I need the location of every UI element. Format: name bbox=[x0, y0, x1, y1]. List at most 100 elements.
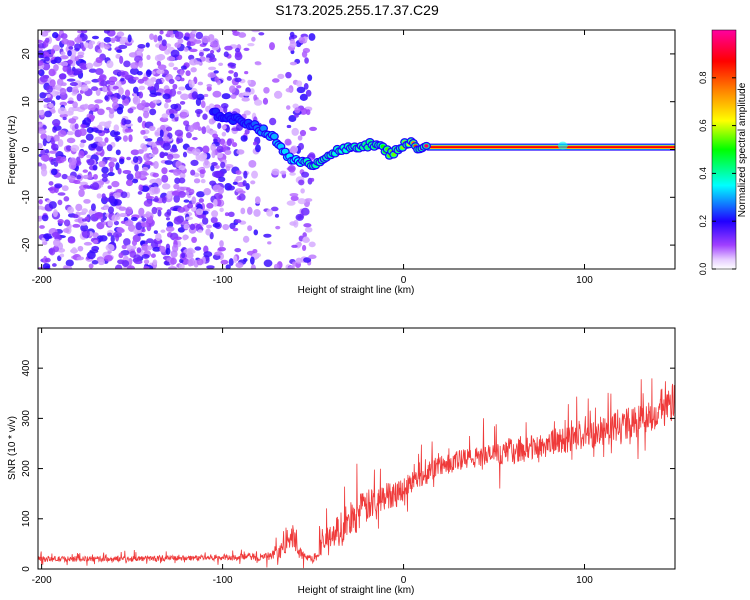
spectrogram-cell bbox=[213, 138, 218, 143]
spectrogram-cell bbox=[235, 262, 244, 269]
spectrogram-cell bbox=[183, 199, 190, 203]
spectrogram-cell bbox=[197, 81, 204, 86]
spectrogram-cell bbox=[88, 173, 93, 180]
spectrogram-cell bbox=[94, 211, 104, 219]
spectrogram-cell bbox=[298, 142, 304, 151]
spectrogram-cell bbox=[171, 190, 180, 196]
spectrogram-cell bbox=[201, 210, 209, 215]
spectrogram-cell bbox=[220, 103, 229, 109]
spectrogram-cell bbox=[212, 90, 222, 98]
spectrogram-cell bbox=[111, 97, 119, 103]
spectrogram-cell bbox=[226, 185, 236, 191]
colorbar: 0.0 0.2 0.4 0.6 0.8 Normalized spectral ampl… bbox=[698, 29, 748, 275]
spectrogram-cell bbox=[57, 192, 66, 196]
spectrogram-cell bbox=[232, 227, 239, 232]
spectrogram-ridge-blob-mid bbox=[271, 133, 278, 140]
spectrogram-cell bbox=[67, 206, 75, 214]
spectrogram-cell bbox=[196, 191, 205, 198]
spectrogram-cell bbox=[217, 186, 225, 195]
spectrogram-cell bbox=[174, 129, 184, 137]
spectrogram-cell bbox=[42, 263, 51, 269]
spectrogram-cell bbox=[274, 213, 279, 218]
spectrogram-cell bbox=[166, 56, 176, 62]
snr-y-tick-label: 400 bbox=[21, 359, 32, 376]
spectrogram-cell bbox=[119, 213, 128, 218]
spectrogram-ridge-blob bbox=[557, 141, 568, 150]
spectrogram-cell bbox=[234, 77, 242, 83]
spectrogram-cell bbox=[66, 137, 76, 144]
spectrogram-cell bbox=[129, 245, 137, 250]
spectrogram-cell bbox=[224, 212, 230, 217]
spectrogram-cell bbox=[111, 101, 119, 110]
spectrogram-cell bbox=[79, 62, 88, 69]
spectrogram-cell bbox=[250, 180, 256, 185]
spectrogram-cell bbox=[98, 160, 106, 168]
spectrogram-cell bbox=[43, 233, 52, 240]
spectrogram-cell bbox=[66, 78, 76, 82]
spectrogram-cell bbox=[38, 129, 47, 135]
spectrogram-cell bbox=[110, 37, 117, 42]
spectrogram-cell bbox=[289, 61, 298, 66]
spectrogram-cell bbox=[233, 255, 238, 263]
spectrogram-cell bbox=[298, 179, 305, 186]
spectrogram-cell bbox=[304, 226, 313, 233]
spectrogram-cell bbox=[244, 70, 249, 75]
spectrogram-cell bbox=[103, 30, 110, 34]
spectrogram-cell bbox=[39, 225, 45, 229]
spectrogram-cell bbox=[66, 175, 76, 181]
spectrogram-cell bbox=[218, 176, 226, 183]
spectrogram-cell bbox=[305, 109, 311, 116]
spectrogram-cell bbox=[48, 68, 56, 77]
spectrogram-cell bbox=[116, 106, 124, 115]
spectrogram-cell bbox=[134, 163, 139, 172]
spectrogram-cell bbox=[99, 80, 108, 87]
spectrogram-cell bbox=[142, 144, 148, 152]
spectrogram-cell bbox=[113, 231, 122, 238]
spectrogram-cell bbox=[146, 78, 155, 87]
spectrogram-cell bbox=[106, 60, 114, 69]
spectrogram-cell bbox=[224, 45, 233, 51]
spectrogram-cell bbox=[165, 217, 170, 221]
spectrogram-cell bbox=[189, 48, 198, 53]
spectrogram-cell bbox=[54, 183, 63, 189]
spectrogram-cell bbox=[108, 108, 115, 114]
spectrogram-cell bbox=[291, 127, 299, 136]
spectrogram-cell bbox=[80, 84, 89, 92]
snr-series-line bbox=[38, 378, 675, 569]
spectrogram-cell bbox=[42, 138, 47, 147]
spectrogram-cell bbox=[179, 70, 184, 76]
spectrogram-cell bbox=[116, 31, 125, 37]
spectrogram-cell bbox=[120, 191, 128, 199]
spectrogram-cell bbox=[71, 86, 79, 95]
spectrogram-cell bbox=[143, 199, 153, 207]
spectrogram-cell bbox=[166, 30, 174, 36]
spectrogram-x-tick-label: 0 bbox=[401, 275, 407, 286]
spectrogram-cell bbox=[108, 161, 115, 169]
spectrogram-cell bbox=[173, 236, 182, 241]
spectrogram-cell bbox=[62, 116, 67, 121]
spectrogram-cell bbox=[92, 164, 98, 171]
spectrogram-cell bbox=[191, 148, 201, 156]
spectrogram-cell bbox=[161, 196, 167, 204]
spectrogram-cell bbox=[67, 59, 73, 65]
spectrogram-cell bbox=[103, 129, 111, 134]
spectrogram-cell bbox=[148, 153, 155, 158]
spectrogram-cell bbox=[96, 193, 102, 199]
spectrogram-cell bbox=[297, 198, 306, 205]
spectrogram-cell bbox=[220, 259, 229, 265]
spectrogram-cell bbox=[229, 85, 236, 94]
spectrogram-cell bbox=[104, 44, 111, 50]
chart-title: S173.2025.255.17.37.C29 bbox=[275, 2, 439, 18]
spectrogram-cell bbox=[143, 135, 148, 140]
spectrogram-cell bbox=[172, 66, 179, 71]
spectrogram-cell bbox=[130, 216, 138, 222]
spectrogram-cell bbox=[168, 266, 177, 269]
spectrogram-cell bbox=[209, 49, 215, 55]
spectrogram-cell bbox=[301, 171, 310, 178]
spectrogram-cell bbox=[192, 122, 200, 131]
spectrogram-cell bbox=[50, 168, 58, 176]
spectrogram-cell bbox=[153, 92, 162, 96]
spectrogram-cell bbox=[87, 104, 96, 111]
spectrogram-cell bbox=[162, 136, 170, 142]
